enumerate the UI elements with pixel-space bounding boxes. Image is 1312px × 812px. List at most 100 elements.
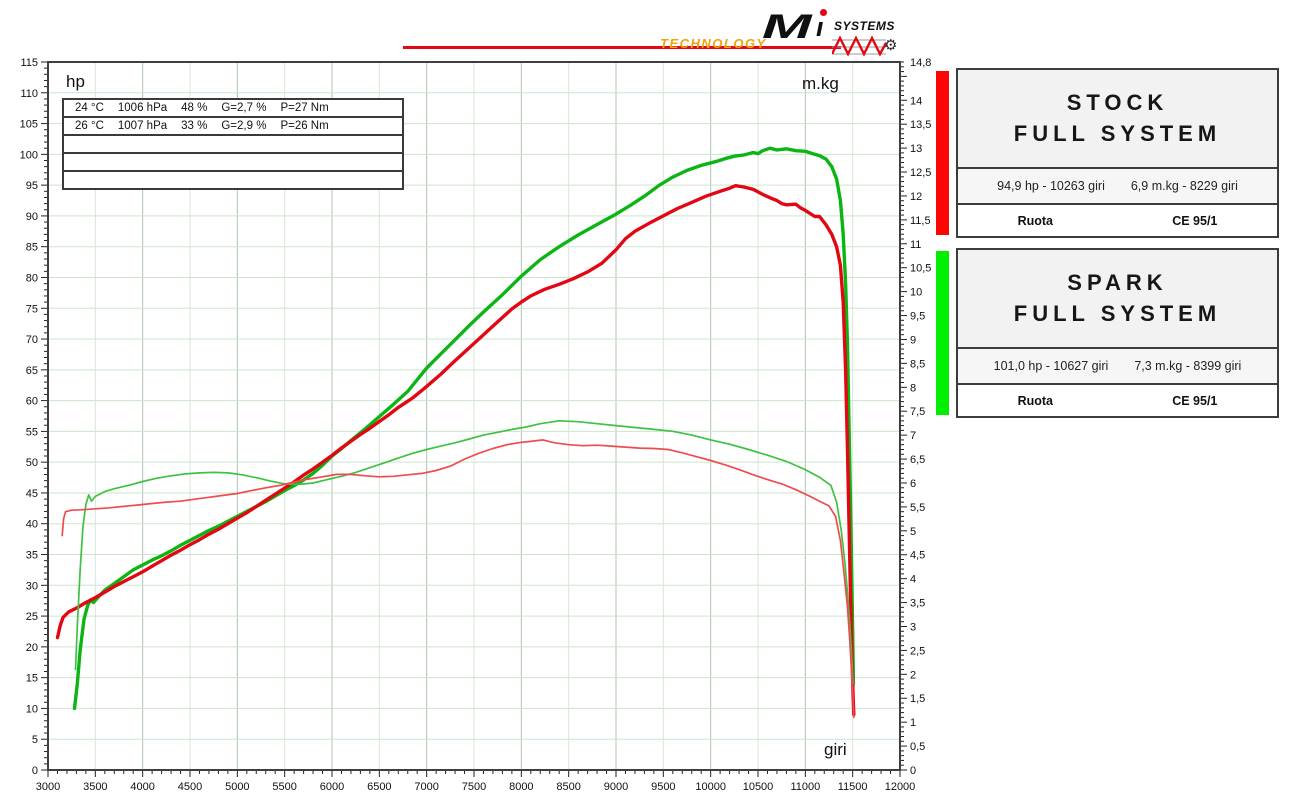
condition-value: 48 % <box>181 102 208 114</box>
svg-text:115: 115 <box>20 57 38 69</box>
svg-text:90: 90 <box>26 211 38 223</box>
logo-wave-icon <box>832 35 888 57</box>
svg-text:14,8: 14,8 <box>910 57 931 69</box>
svg-text:6000: 6000 <box>320 781 344 793</box>
svg-text:105: 105 <box>20 119 38 131</box>
condition-value: 1007 hPa <box>117 120 168 132</box>
svg-text:10,5: 10,5 <box>910 263 931 275</box>
svg-text:100: 100 <box>20 149 38 161</box>
condition-row <box>64 172 402 188</box>
svg-text:20: 20 <box>26 642 38 654</box>
spark-footer-ruota: Ruota <box>1017 393 1054 408</box>
svg-text:7,5: 7,5 <box>910 406 925 418</box>
svg-text:10000: 10000 <box>695 781 726 793</box>
condition-row: 26 °C 1007 hPa 33 % G=2,9 % P=26 Nm <box>64 118 402 136</box>
condition-row: 24 °C 1006 hPa 48 % G=2,7 % P=27 Nm <box>64 100 402 118</box>
svg-text:8: 8 <box>910 382 916 394</box>
spark-color-bar <box>936 251 949 415</box>
svg-text:60: 60 <box>26 396 38 408</box>
svg-text:7: 7 <box>910 430 916 442</box>
svg-text:0: 0 <box>32 765 38 777</box>
condition-value: 1006 hPa <box>117 102 168 114</box>
svg-text:55: 55 <box>26 426 38 438</box>
spark-power-stat: 101,0 hp - 10627 giri <box>993 359 1109 373</box>
logo-i-dot <box>820 9 827 16</box>
svg-text:70: 70 <box>26 334 38 346</box>
svg-text:11,5: 11,5 <box>910 215 931 227</box>
legend-card-stock: STOCK FULL SYSTEM 94,9 hp - 10263 giri 6… <box>956 68 1279 238</box>
spark-torque-stat: 7,3 m.kg - 8399 giri <box>1134 359 1242 373</box>
svg-text:15: 15 <box>26 673 38 685</box>
curves <box>55 146 856 719</box>
spark-title-line2: FULL SYSTEM <box>1013 300 1222 326</box>
svg-text:6,5: 6,5 <box>910 454 925 466</box>
logo-m-letter: M <box>762 8 812 46</box>
svg-text:35: 35 <box>26 550 38 562</box>
condition-value: P=27 Nm <box>280 102 329 114</box>
svg-text:11: 11 <box>910 239 921 251</box>
svg-text:4: 4 <box>910 574 916 586</box>
stock-color-bar <box>936 71 949 235</box>
stock-footer-ruota: Ruota <box>1017 213 1054 228</box>
svg-text:14: 14 <box>910 95 922 107</box>
svg-text:5: 5 <box>910 526 916 538</box>
condition-value: G=2,7 % <box>221 102 267 114</box>
spark-stats-row: 101,0 hp - 10627 giri 7,3 m.kg - 8399 gi… <box>958 349 1277 385</box>
svg-text:75: 75 <box>26 303 38 315</box>
svg-text:9,5: 9,5 <box>910 311 925 323</box>
svg-text:3,5: 3,5 <box>910 598 925 610</box>
svg-text:3500: 3500 <box>83 781 107 793</box>
condition-value: 33 % <box>181 120 208 132</box>
svg-text:65: 65 <box>26 365 38 377</box>
svg-text:95: 95 <box>26 180 38 192</box>
svg-text:40: 40 <box>26 519 38 531</box>
svg-text:9: 9 <box>910 334 916 346</box>
stock-title-line1: STOCK <box>1066 89 1169 115</box>
svg-text:7500: 7500 <box>462 781 486 793</box>
svg-text:110: 110 <box>20 88 38 100</box>
svg-text:3: 3 <box>910 621 916 633</box>
stock-title: STOCK FULL SYSTEM <box>958 70 1277 169</box>
brand-underline <box>403 46 841 49</box>
series-stock-full-system-torque-m-kg- <box>61 439 855 719</box>
left-axis-unit-label: hp <box>66 72 85 91</box>
condition-value: P=26 Nm <box>280 120 329 132</box>
svg-text:10500: 10500 <box>743 781 774 793</box>
svg-text:7000: 7000 <box>414 781 438 793</box>
svg-text:5: 5 <box>32 734 38 746</box>
svg-text:11000: 11000 <box>790 781 820 793</box>
svg-text:2: 2 <box>910 669 916 681</box>
svg-text:1: 1 <box>910 717 916 729</box>
legend-card-spark: SPARK FULL SYSTEM 101,0 hp - 10627 giri … <box>956 248 1279 418</box>
svg-text:45: 45 <box>26 488 38 500</box>
svg-text:6500: 6500 <box>367 781 391 793</box>
spark-title-line1: SPARK <box>1067 269 1168 295</box>
condition-row <box>64 154 402 172</box>
svg-text:50: 50 <box>26 457 38 469</box>
svg-text:8,5: 8,5 <box>910 358 925 370</box>
svg-text:10: 10 <box>910 287 922 299</box>
stock-power-stat: 94,9 hp - 10263 giri <box>997 179 1105 193</box>
svg-text:12: 12 <box>910 191 922 203</box>
svg-text:80: 80 <box>26 272 38 284</box>
svg-text:6: 6 <box>910 478 916 490</box>
svg-text:85: 85 <box>26 242 38 254</box>
stock-torque-stat: 6,9 m.kg - 8229 giri <box>1130 179 1238 193</box>
stock-stats-row: 94,9 hp - 10263 giri 6,9 m.kg - 8229 gir… <box>958 169 1277 205</box>
svg-text:9000: 9000 <box>604 781 628 793</box>
svg-text:2,5: 2,5 <box>910 645 925 657</box>
svg-text:11500: 11500 <box>838 781 868 793</box>
svg-text:9500: 9500 <box>651 781 675 793</box>
svg-text:4000: 4000 <box>130 781 154 793</box>
svg-text:10: 10 <box>26 703 38 715</box>
svg-text:4500: 4500 <box>178 781 202 793</box>
stock-footer-norm: CE 95/1 <box>1172 213 1218 228</box>
svg-text:1,5: 1,5 <box>910 693 925 705</box>
svg-text:30: 30 <box>26 580 38 592</box>
svg-text:5500: 5500 <box>272 781 296 793</box>
svg-text:3000: 3000 <box>36 781 60 793</box>
svg-text:12000: 12000 <box>885 781 916 793</box>
svg-text:8000: 8000 <box>509 781 533 793</box>
svg-text:25: 25 <box>26 611 38 623</box>
